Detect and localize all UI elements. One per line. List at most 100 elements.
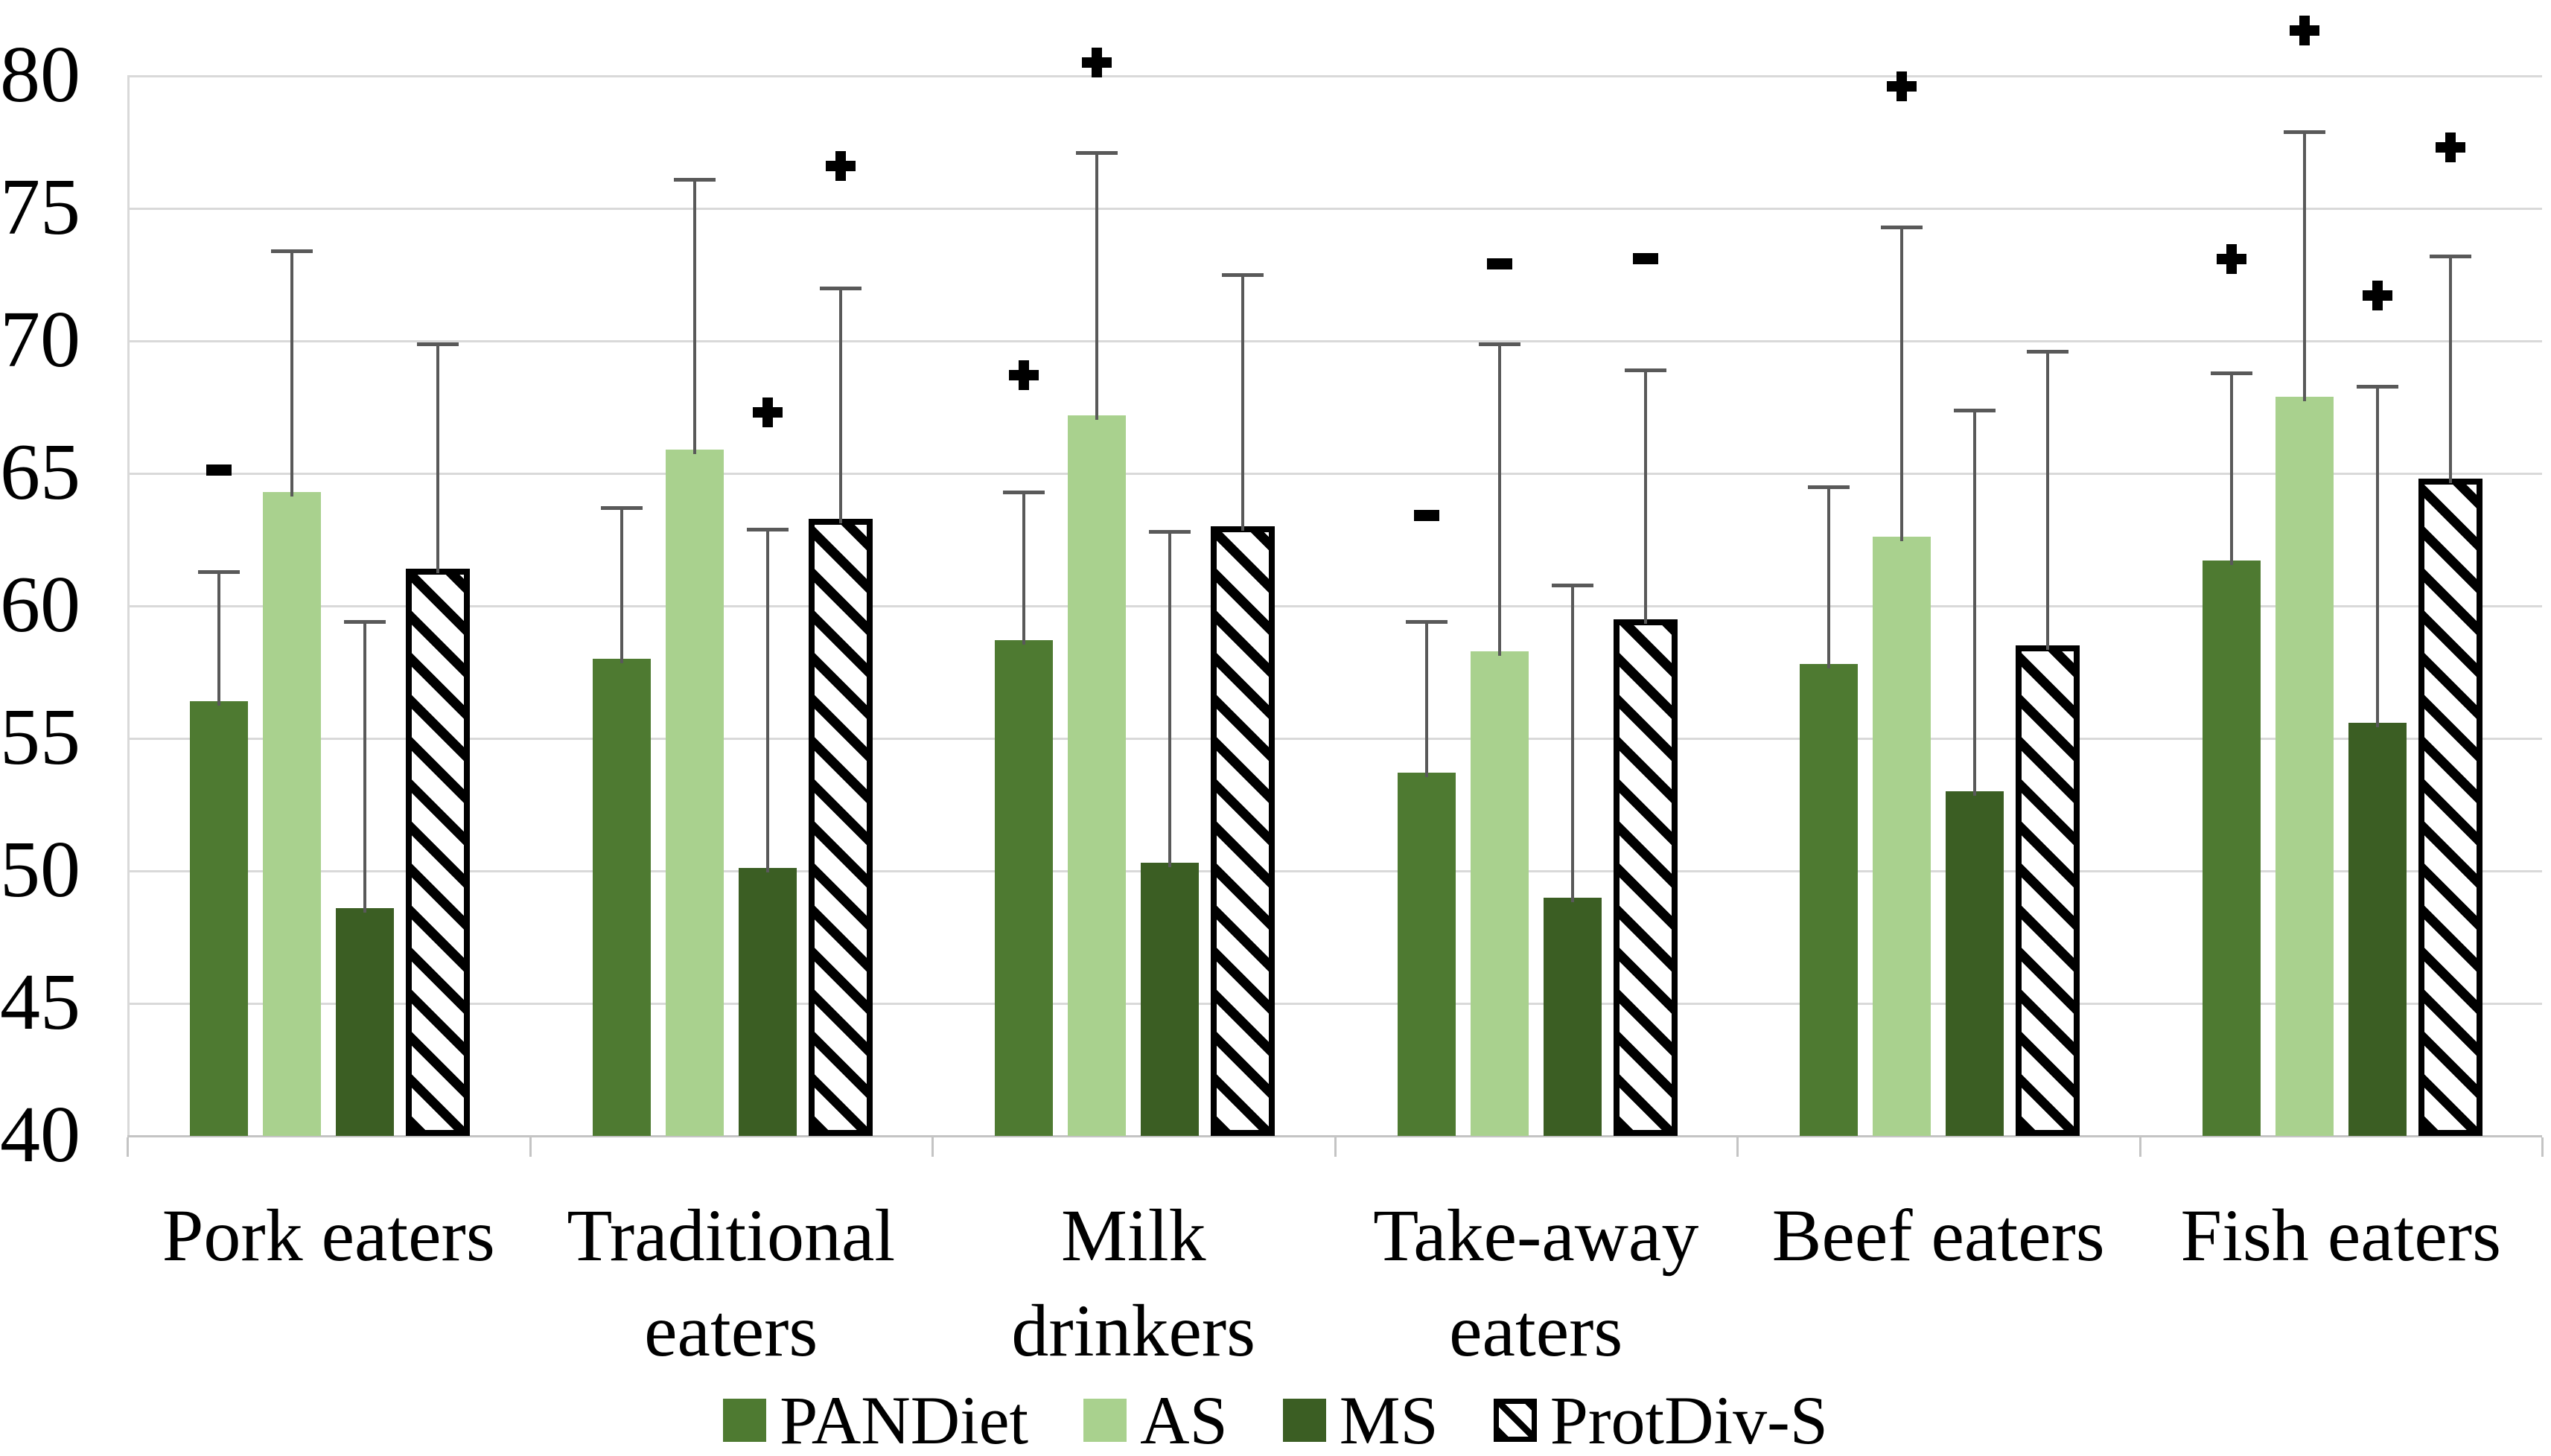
significance-plus-marker [1009,360,1039,391]
x-axis-label: Take-away eaters [1335,1188,1738,1379]
error-bar-cap [1076,151,1118,156]
x-axis-tick [127,1137,129,1157]
y-axis-tick-label: 45 [0,958,80,1047]
error-bar-line [217,571,221,706]
significance-minus-marker [1486,258,1512,269]
bar-pandiet [2202,561,2261,1136]
bar-protdiv-s [406,569,471,1136]
legend-item: PANDiet [723,1383,1028,1456]
error-bar-line [1022,491,1026,645]
gridline [127,473,2542,475]
legend-swatch-pandiet [723,1399,767,1442]
error-bar-line [1973,409,1977,796]
x-axis-tick [2541,1137,2544,1157]
x-axis-label-line: Take-away [1373,1194,1699,1277]
y-axis-tick-label: 55 [0,693,80,782]
error-bar-line [1900,226,1904,542]
error-bar-line [2375,386,2379,727]
bar-as [1873,537,1931,1136]
gridline [127,208,2542,210]
legend-swatch-ms [1282,1399,1326,1442]
significance-plus-marker [1082,48,1112,78]
bar-protdiv-s [2418,479,2482,1136]
legend-item: ProtDiv-S [1493,1382,1828,1456]
error-bar-line [1241,275,1245,531]
gridline [127,870,2542,872]
bar-ms [336,907,395,1136]
x-axis-label: Beef eaters [1737,1188,2140,1283]
x-axis-tick [1334,1137,1337,1157]
error-bar-line [1497,343,1501,656]
error-bar-cap [1149,530,1191,534]
x-axis-tick [2138,1137,2141,1157]
error-bar-cap [2027,350,2069,354]
legend-label: AS [1140,1382,1228,1456]
error-bar-cap [2356,384,2398,389]
error-bar-line [2046,351,2050,651]
legend-swatch-as [1083,1399,1127,1442]
error-bar-cap [1551,583,1593,587]
x-axis-label-line: Traditional [567,1194,896,1277]
error-bar-line [2302,131,2306,401]
significance-plus-marker [1887,71,1917,102]
x-axis-label: Traditional eaters [530,1188,933,1379]
error-bar-line [436,343,440,574]
x-axis-label: Pork eaters [127,1188,530,1283]
error-bar-cap [1881,225,1923,229]
bar-ms [1946,791,2004,1136]
x-axis-line [127,1135,2542,1137]
error-bar-line [2448,256,2452,484]
legend-label: ProtDiv-S [1550,1382,1828,1456]
error-bar-line [1095,153,1099,420]
x-axis-label-line: eaters [1449,1289,1623,1372]
gridline [127,75,2542,77]
x-axis-label-line: Milk drinkers [1011,1194,1256,1372]
error-bar-cap [1478,342,1520,346]
gridline [127,340,2542,342]
x-axis-tick [1736,1137,1739,1157]
error-bar-cap [746,527,789,531]
error-bar-line [363,622,367,913]
error-bar-cap [2210,371,2252,375]
error-bar-line [1168,531,1172,868]
bar-as [1068,415,1127,1136]
error-bar-line [692,179,696,454]
gridline [127,738,2542,740]
bar-ms [1141,863,1200,1136]
bar-pandiet [1800,664,1859,1136]
gridline [127,605,2542,607]
x-axis-label-line: Pork eaters [162,1194,495,1277]
significance-plus-marker [825,151,856,182]
x-axis-tick [931,1137,934,1157]
significance-plus-marker [2435,132,2465,163]
error-bar-cap [819,286,862,290]
gridline [127,1003,2542,1005]
bar-protdiv-s [1613,619,1678,1136]
bar-pandiet [1397,773,1456,1136]
y-axis-tick-label: 50 [0,826,80,914]
bar-ms [2348,722,2407,1136]
error-bar-cap [417,342,459,346]
x-axis-label-line: Fish eaters [2180,1194,2501,1277]
error-bar-cap [344,620,386,625]
legend-item: AS [1083,1383,1228,1456]
x-axis-label: Milk drinkers [932,1188,1335,1379]
legend: PANDiet AS MS ProtDiv-S [0,1383,2551,1456]
bar-as [665,449,724,1136]
error-bar-line [290,250,294,496]
significance-minus-marker [1413,509,1439,521]
y-axis-tick-label: 75 [0,163,80,252]
error-bar-cap [1624,368,1666,373]
x-axis-label-line: eaters [644,1289,818,1372]
error-bar-cap [1808,485,1850,489]
y-axis-tick-label: 65 [0,428,80,517]
error-bar-line [1424,622,1428,778]
error-bar-cap [1405,620,1448,625]
legend-swatch-protdiv-s [1493,1399,1537,1442]
error-bar-line [1827,486,1831,669]
error-bar-line [838,287,842,523]
error-bar-cap [198,569,241,574]
y-axis-tick-label: 80 [0,31,80,119]
y-axis-tick-label: 70 [0,296,80,384]
